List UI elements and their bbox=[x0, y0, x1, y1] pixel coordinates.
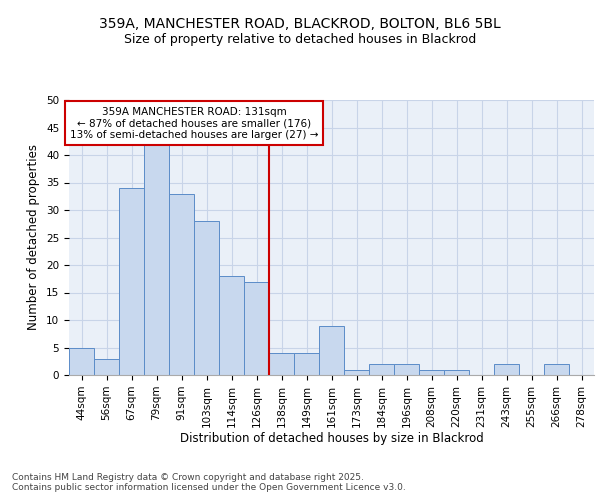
Bar bbox=[494, 364, 519, 375]
Bar bbox=[119, 188, 144, 375]
Bar bbox=[194, 221, 219, 375]
Bar bbox=[544, 364, 569, 375]
Bar bbox=[369, 364, 394, 375]
Bar bbox=[294, 353, 319, 375]
Bar bbox=[344, 370, 369, 375]
Bar bbox=[94, 358, 119, 375]
X-axis label: Distribution of detached houses by size in Blackrod: Distribution of detached houses by size … bbox=[179, 432, 484, 446]
Text: Contains HM Land Registry data © Crown copyright and database right 2025.
Contai: Contains HM Land Registry data © Crown c… bbox=[12, 473, 406, 492]
Text: 359A, MANCHESTER ROAD, BLACKROD, BOLTON, BL6 5BL: 359A, MANCHESTER ROAD, BLACKROD, BOLTON,… bbox=[99, 18, 501, 32]
Bar bbox=[319, 326, 344, 375]
Bar bbox=[69, 348, 94, 375]
Bar bbox=[169, 194, 194, 375]
Bar bbox=[269, 353, 294, 375]
Bar bbox=[444, 370, 469, 375]
Bar bbox=[219, 276, 244, 375]
Bar bbox=[144, 144, 169, 375]
Text: Size of property relative to detached houses in Blackrod: Size of property relative to detached ho… bbox=[124, 32, 476, 46]
Text: 359A MANCHESTER ROAD: 131sqm
← 87% of detached houses are smaller (176)
13% of s: 359A MANCHESTER ROAD: 131sqm ← 87% of de… bbox=[70, 106, 318, 140]
Y-axis label: Number of detached properties: Number of detached properties bbox=[28, 144, 40, 330]
Bar bbox=[394, 364, 419, 375]
Bar bbox=[419, 370, 444, 375]
Bar bbox=[244, 282, 269, 375]
